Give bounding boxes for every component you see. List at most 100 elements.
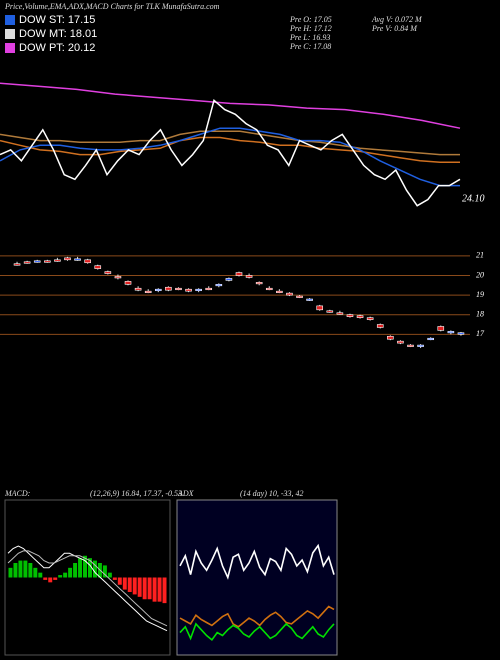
- candle-body: [407, 344, 414, 347]
- candle-body: [447, 331, 455, 334]
- histogram-bar: [28, 563, 33, 578]
- candle-body: [457, 332, 465, 335]
- histogram-bar: [157, 577, 162, 602]
- candle-body: [366, 317, 374, 320]
- candle-body: [346, 314, 354, 317]
- y-tick-label: 19: [476, 290, 484, 299]
- histogram-bar: [107, 572, 112, 578]
- candle-body: [255, 282, 263, 285]
- candle-body: [286, 292, 293, 296]
- info-text: Pre O: 17.05: [289, 15, 332, 24]
- candle-body: [94, 265, 102, 269]
- histogram-bar: [53, 577, 58, 580]
- macd-title: MACD:: [4, 489, 31, 498]
- y-tick-label: 21: [476, 251, 484, 260]
- macd-subtitle: (12,26,9) 16.84, 17.37, -0.53: [90, 489, 182, 498]
- histogram-bar: [63, 572, 68, 578]
- candle-body: [397, 340, 404, 344]
- chart-title: Price,Volume,EMA,ADX,MACD Charts for TLK…: [4, 2, 220, 11]
- candle-body: [165, 286, 172, 291]
- histogram-bar: [132, 577, 137, 595]
- candle-body: [84, 259, 91, 264]
- legend-label: DOW MT: 18.01: [19, 28, 97, 40]
- candle-body: [13, 263, 21, 266]
- histogram-bar: [8, 567, 13, 578]
- candle-body: [114, 276, 122, 279]
- candle-body: [245, 275, 253, 278]
- histogram-bar: [142, 577, 147, 600]
- histogram-bar: [92, 560, 97, 578]
- adx-subtitle: (14 day) 10, -33, 42: [240, 489, 304, 498]
- candle-body: [265, 287, 273, 291]
- line: [0, 98, 461, 207]
- info-text: Pre V: 0.84 M: [371, 24, 418, 33]
- line: [0, 82, 461, 129]
- line: [179, 622, 335, 642]
- line: [7, 545, 168, 632]
- legend-label: DOW PT: 20.12: [19, 42, 95, 54]
- candle-body: [154, 288, 162, 292]
- histogram-bar: [73, 563, 78, 578]
- candle-body: [225, 278, 233, 281]
- candle-body: [417, 344, 424, 347]
- line: [179, 543, 335, 580]
- line: [0, 127, 460, 187]
- candle-body: [74, 258, 81, 261]
- legend-swatch: [5, 29, 15, 39]
- y-tick-label: 17: [476, 329, 485, 338]
- candle-body: [437, 326, 445, 331]
- candle-body: [376, 324, 384, 328]
- line: [0, 136, 460, 164]
- histogram-bar: [23, 560, 28, 578]
- candle-body: [306, 298, 313, 301]
- info-text: Pre H: 17.12: [289, 24, 332, 33]
- histogram-bar: [38, 572, 43, 578]
- candle-body: [144, 290, 152, 293]
- candle-body: [387, 335, 394, 340]
- histogram-bar: [88, 558, 92, 578]
- histogram-bar: [13, 563, 18, 578]
- histogram-bar: [83, 555, 87, 578]
- histogram-bar: [112, 577, 117, 580]
- candle-body: [44, 260, 51, 263]
- info-text: Avg V: 0.072 M: [371, 15, 423, 24]
- candle-body: [296, 295, 303, 298]
- histogram-bar: [152, 577, 157, 602]
- annotation: 24.10: [462, 193, 485, 204]
- candle-body: [235, 272, 243, 276]
- candle-body: [195, 288, 202, 292]
- legend-swatch: [5, 43, 15, 53]
- candle-body: [276, 290, 283, 293]
- histogram-bar: [117, 577, 122, 585]
- candle-body: [336, 312, 344, 315]
- candle-body: [215, 284, 223, 287]
- line: [7, 550, 168, 627]
- histogram-bar: [137, 577, 142, 597]
- histogram-bar: [18, 560, 23, 578]
- candle-body: [104, 271, 112, 274]
- candle-body: [205, 287, 213, 291]
- y-tick-label: 20: [476, 270, 484, 279]
- histogram-bar: [68, 567, 73, 578]
- histogram-bar: [78, 558, 83, 578]
- histogram-bar: [58, 575, 63, 578]
- candle-body: [64, 257, 71, 261]
- adx-panel: [176, 499, 338, 656]
- line: [179, 605, 335, 628]
- histogram-bar: [127, 577, 132, 592]
- histogram-bar: [48, 577, 53, 583]
- histogram-bar: [147, 577, 152, 600]
- candle-body: [427, 337, 434, 341]
- histogram-bar: [102, 565, 107, 578]
- legend-label: DOW ST: 17.15: [19, 14, 95, 26]
- adx-title: ADX: [177, 489, 195, 498]
- candle-body: [54, 259, 61, 262]
- candle-body: [124, 281, 132, 285]
- candle-body: [316, 305, 324, 311]
- histogram-bar: [162, 577, 167, 604]
- macd-panel: [4, 499, 171, 656]
- candle-body: [23, 261, 31, 264]
- legend-swatch: [5, 15, 15, 25]
- histogram-bar: [33, 567, 38, 578]
